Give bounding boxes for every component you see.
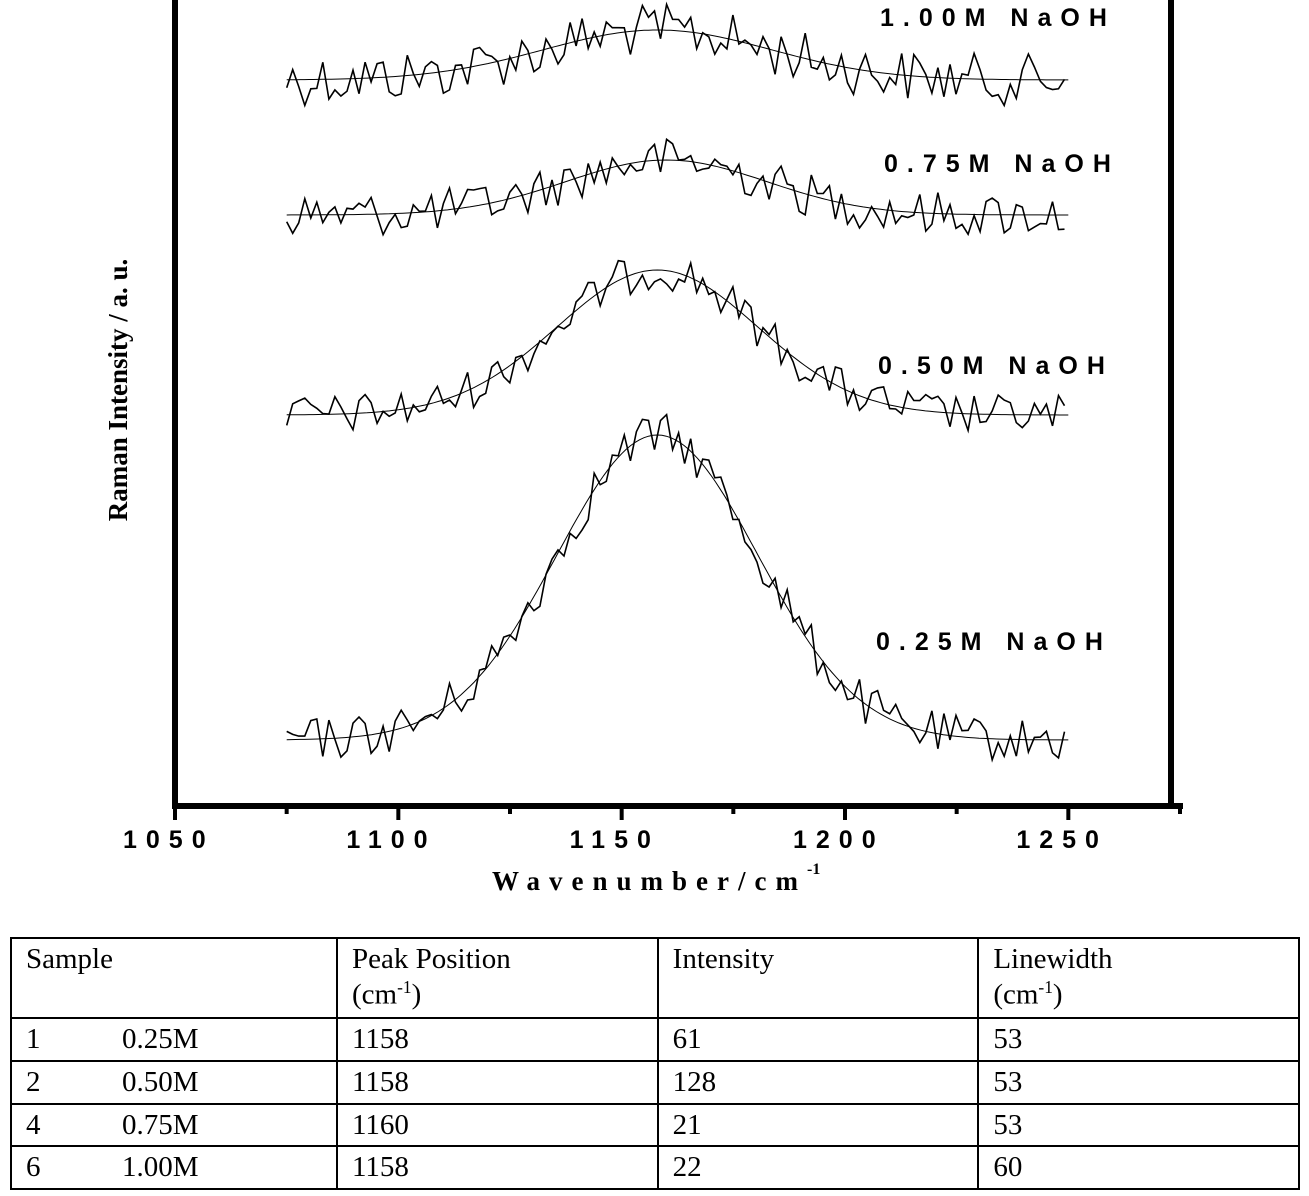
header-linewidth-label: Linewidth xyxy=(993,943,1113,975)
header-peak-unit: (cm xyxy=(352,978,398,1011)
x-axis-title: Wavenumber/cm-1 xyxy=(492,861,820,896)
cell-sample: 1 0.25M xyxy=(10,1017,338,1062)
series-1-00m-naoh xyxy=(285,1,1069,108)
x-axis-title-sup: -1 xyxy=(807,861,820,878)
cell-intensity: 22 xyxy=(656,1145,980,1191)
series-label: 0.25M NaOH xyxy=(876,628,1112,656)
header-intensity: Intensity xyxy=(656,937,980,1019)
sample-number: 4 xyxy=(26,1108,41,1141)
fit-curve xyxy=(286,269,1069,416)
x-tick-label: 1050 xyxy=(123,826,215,854)
table-row: 1 0.25M 1158 61 53 xyxy=(10,1017,1300,1062)
header-peak-unit-sup: -1 xyxy=(397,976,412,997)
header-sample: Sample xyxy=(10,937,338,1019)
header-linewidth-unit-sup: -1 xyxy=(1038,976,1053,997)
x-axis-title-text: Wavenumber/cm xyxy=(492,866,807,896)
header-linewidth: Linewidth (cm-1) xyxy=(977,937,1300,1019)
cell-intensity: 61 xyxy=(656,1017,980,1062)
cell-intensity: 128 xyxy=(656,1059,980,1105)
x-tick-label: 1250 xyxy=(1016,826,1108,854)
header-peak-position: Peak Position (cm-1) xyxy=(336,937,659,1019)
header-peak-position-label: Peak Position xyxy=(352,943,511,975)
cell-linewidth: 60 xyxy=(977,1145,1300,1191)
series-0-25m-naoh xyxy=(286,412,1069,763)
x-tick-label: 1200 xyxy=(793,826,885,854)
cell-peak: 1158 xyxy=(336,1145,659,1191)
spectrum-line xyxy=(285,137,1065,237)
series-layer xyxy=(285,1,1069,763)
cell-sample: 2 0.50M xyxy=(10,1059,338,1105)
sample-concentration: 0.25M xyxy=(122,1023,199,1055)
table-row: 4 0.75M 1160 21 53 xyxy=(10,1102,1300,1148)
x-tick-labels: 1050 1100 1150 1200 1250 xyxy=(123,826,1108,854)
fit-curve xyxy=(286,29,1069,81)
table-row: 2 0.50M 1158 128 53 xyxy=(10,1059,1300,1105)
fit-curve xyxy=(286,159,1069,216)
series-0-50m-naoh xyxy=(285,259,1069,434)
x-ticks xyxy=(173,806,1182,820)
results-table: Sample Peak Position (cm-1) Intensity Li… xyxy=(10,937,1300,1191)
spectrum-line xyxy=(286,412,1066,763)
x-tick-label: 1100 xyxy=(346,826,436,854)
sample-number: 6 xyxy=(26,1151,41,1184)
cell-intensity: 21 xyxy=(656,1102,980,1148)
cell-peak: 1158 xyxy=(336,1017,659,1062)
table-row: 6 1.00M 1158 22 60 xyxy=(10,1145,1300,1191)
series-label: 0.75M NaOH xyxy=(884,150,1120,178)
fit-curve xyxy=(286,434,1069,741)
cell-peak: 1160 xyxy=(336,1102,659,1148)
header-linewidth-unit: (cm xyxy=(993,978,1039,1011)
series-label: 1.00M NaOH xyxy=(880,4,1116,32)
series-label: 0.50M NaOH xyxy=(878,352,1114,380)
x-tick-label: 1150 xyxy=(570,826,660,854)
spectrum-line xyxy=(285,1,1066,108)
cell-sample: 6 1.00M xyxy=(10,1145,338,1191)
sample-number: 2 xyxy=(26,1065,41,1098)
raman-chart: 1050 1100 1150 1200 1250 1.00M NaOH 0.75M NaO… xyxy=(103,0,1183,896)
sample-concentration: 0.50M xyxy=(122,1065,199,1098)
series-labels: 1.00M NaOH 0.75M NaOH 0.50M NaOH 0.25M NaOH xyxy=(876,4,1120,656)
spectrum-line xyxy=(285,259,1066,434)
sample-concentration: 1.00M xyxy=(122,1151,199,1184)
chart-axes xyxy=(172,0,1183,809)
cell-sample: 4 0.75M xyxy=(10,1102,338,1148)
cell-linewidth: 53 xyxy=(977,1059,1300,1105)
y-axis-title: Raman Intensity / a. u. xyxy=(103,259,133,522)
header-peak-unit-close: ) xyxy=(411,978,422,1011)
cell-linewidth: 53 xyxy=(977,1017,1300,1062)
table-header-row: Sample Peak Position (cm-1) Intensity Li… xyxy=(10,937,1300,1019)
cell-linewidth: 53 xyxy=(977,1102,1300,1148)
series-0-75m-naoh xyxy=(285,137,1069,237)
sample-concentration: 0.75M xyxy=(122,1108,199,1141)
sample-number: 1 xyxy=(26,1023,41,1055)
header-linewidth-unit-close: ) xyxy=(1052,978,1063,1011)
cell-peak: 1158 xyxy=(336,1059,659,1105)
